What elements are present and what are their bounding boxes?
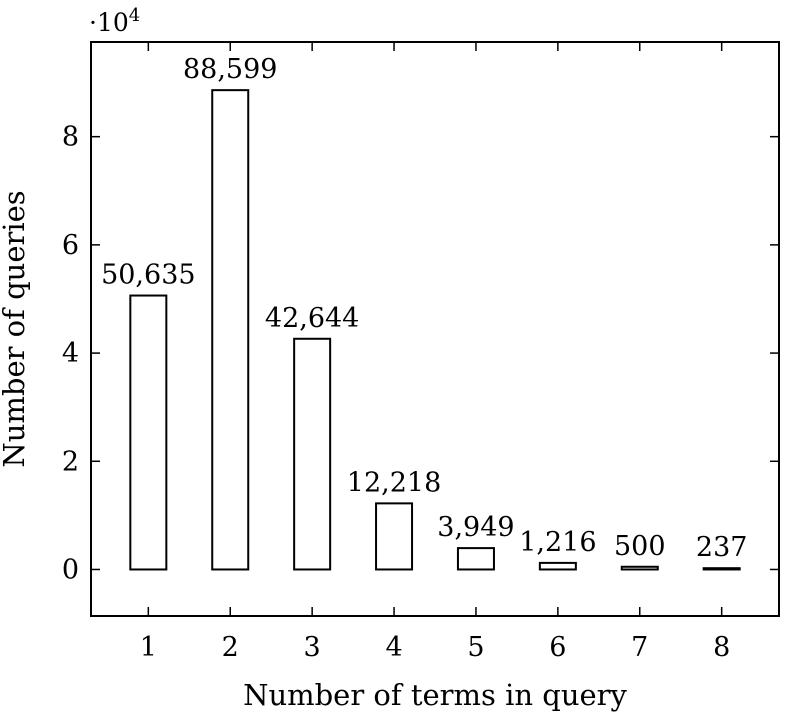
bar-4 bbox=[375, 502, 414, 571]
x-tick-label-4: 4 bbox=[385, 632, 402, 663]
bar-6 bbox=[538, 561, 577, 571]
x-tick-label-5: 5 bbox=[467, 632, 484, 663]
data-label-2: 88,599 bbox=[183, 54, 277, 85]
data-label-1: 50,635 bbox=[101, 260, 195, 291]
y-tick-label-4: 4 bbox=[62, 338, 79, 369]
data-label-4: 12,218 bbox=[347, 467, 441, 498]
x-tick-label-2: 2 bbox=[222, 632, 239, 663]
bar-1 bbox=[129, 294, 168, 571]
data-label-8: 237 bbox=[696, 532, 748, 563]
x-tick-label-6: 6 bbox=[549, 632, 566, 663]
bars-group bbox=[129, 89, 741, 571]
data-label-3: 42,644 bbox=[265, 303, 359, 334]
plot-frame bbox=[90, 41, 780, 617]
y-tick-label-2: 2 bbox=[62, 446, 79, 477]
y-tick-label-8: 8 bbox=[62, 122, 79, 153]
data-label-6: 1,216 bbox=[519, 527, 596, 558]
x-axis-title: Number of terms in query bbox=[243, 678, 627, 712]
bar-8 bbox=[702, 567, 741, 571]
x-tick-label-8: 8 bbox=[713, 632, 730, 663]
y-axis-multiplier: ·104 bbox=[89, 5, 140, 37]
data-labels-group: 50,635 88,599 42,644 12,218 3,949 1,216 500 237 bbox=[101, 54, 747, 563]
x-axis-ticks: 1 2 3 4 5 6 7 8 bbox=[140, 42, 730, 663]
y-tick-label-0: 0 bbox=[62, 554, 79, 585]
x-tick-label-3: 3 bbox=[304, 632, 321, 663]
y-axis-title: Number of queries bbox=[0, 190, 31, 467]
bar-3 bbox=[293, 337, 332, 571]
x-tick-label-7: 7 bbox=[631, 632, 648, 663]
y-tick-label-6: 6 bbox=[62, 230, 79, 261]
data-label-5: 3,949 bbox=[437, 512, 514, 543]
y-axis-ticks: 0 2 4 6 8 bbox=[62, 122, 779, 585]
x-tick-label-1: 1 bbox=[140, 632, 157, 663]
bar-7 bbox=[620, 565, 659, 571]
bar-2 bbox=[211, 89, 250, 571]
bar-5 bbox=[456, 547, 495, 571]
data-label-7: 500 bbox=[614, 531, 666, 562]
